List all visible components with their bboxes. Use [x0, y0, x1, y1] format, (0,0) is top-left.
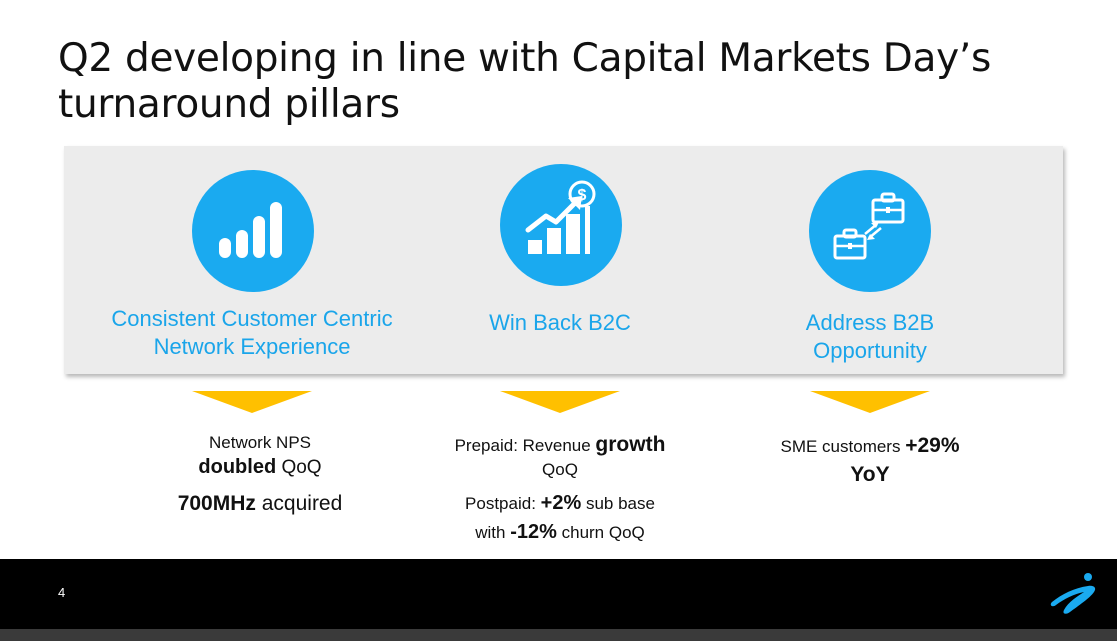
stat-network-nps: Network NPS	[130, 432, 390, 454]
slide-title: Q2 developing in line with Capital Marke…	[58, 36, 1078, 128]
svg-text:$: $	[578, 187, 587, 204]
stat-b2b-sme: SME customers +29%	[740, 432, 1000, 461]
slide-title-line-1: Q2 developing in line with Capital Marke…	[58, 36, 992, 81]
stat-network-700mhz-rest: acquired	[255, 492, 343, 515]
stat-network-nps-text: Network NPS	[208, 433, 312, 452]
pillar-label-b2b-line-1: Address B2B	[805, 310, 935, 335]
growth-chart-dollar-icon: $	[500, 164, 622, 286]
stat-b2c-postpaid: Postpaid: +2% sub base	[420, 489, 700, 518]
briefcase-exchange-icon	[809, 170, 931, 292]
footer-strip	[0, 629, 1117, 641]
stat-network-doubled: doubled QoQ	[130, 454, 390, 481]
chevron-down-icon	[500, 391, 620, 413]
stat-b2c-postpaid-prefix: Postpaid:	[465, 494, 541, 513]
stat-b2b: SME customers +29% YoY	[740, 432, 1000, 489]
stat-b2c-postpaid-mid: sub base	[581, 494, 655, 513]
stat-b2c-prepaid-prefix: Prepaid: Revenue	[454, 436, 596, 455]
stat-b2b-sme-bold: +29%	[905, 434, 960, 457]
footer-bar	[0, 559, 1117, 629]
stat-network-700mhz: 700MHz acquired	[130, 489, 390, 519]
stat-b2b-sme-prefix: SME customers	[780, 437, 906, 456]
pillars-panel: Consistent Customer Centric Network Expe…	[64, 146, 1063, 374]
pillar-label-network-line-1: Consistent Customer Centric	[111, 306, 393, 331]
stat-b2c-postpaid-bold-1: +2%	[540, 492, 582, 514]
stat-b2c-prepaid-suffix: QoQ	[542, 460, 578, 479]
stat-network-700mhz-bold: 700MHz	[177, 492, 256, 515]
stat-b2c-postpaid-with: with	[475, 523, 511, 542]
pillar-label-network-line-2: Network Experience	[153, 334, 351, 359]
stat-network-doubled-bold: doubled	[198, 456, 277, 478]
signal-bars-icon	[192, 170, 314, 292]
page-number: 4	[58, 585, 66, 600]
telenor-logo-icon	[1048, 572, 1100, 620]
stat-b2c-prepaid-qoq: QoQ	[420, 459, 700, 481]
stat-b2c-postpaid-bold-2: -12%	[510, 521, 557, 543]
stat-network: Network NPS doubled QoQ 700MHz acquired	[130, 432, 390, 519]
slide-title-line-2: turnaround pillars	[58, 82, 400, 127]
stat-b2c-prepaid-bold: growth	[595, 433, 666, 456]
pillar-label-network: Consistent Customer Centric Network Expe…	[82, 305, 422, 361]
stat-network-doubled-rest: QoQ	[276, 457, 322, 478]
stat-b2b-yoy-bold: YoY	[850, 463, 890, 486]
stat-b2c-postpaid-end: churn QoQ	[556, 523, 645, 542]
stat-b2b-yoy: YoY	[740, 461, 1000, 489]
chevron-down-icon	[810, 391, 930, 413]
stat-b2c-churn: with -12% churn QoQ	[420, 518, 700, 547]
pillar-label-b2c-line-1: Win Back B2C	[489, 310, 631, 335]
chevron-down-icon	[192, 391, 312, 413]
pillar-label-b2b-line-2: Opportunity	[813, 338, 927, 363]
stat-b2c: Prepaid: Revenue growth QoQ Postpaid: +2…	[420, 432, 700, 547]
pillar-label-b2b: Address B2B Opportunity	[730, 309, 1010, 365]
pillar-label-b2c: Win Back B2C	[420, 309, 700, 337]
stat-b2c-prepaid: Prepaid: Revenue growth	[420, 432, 700, 459]
